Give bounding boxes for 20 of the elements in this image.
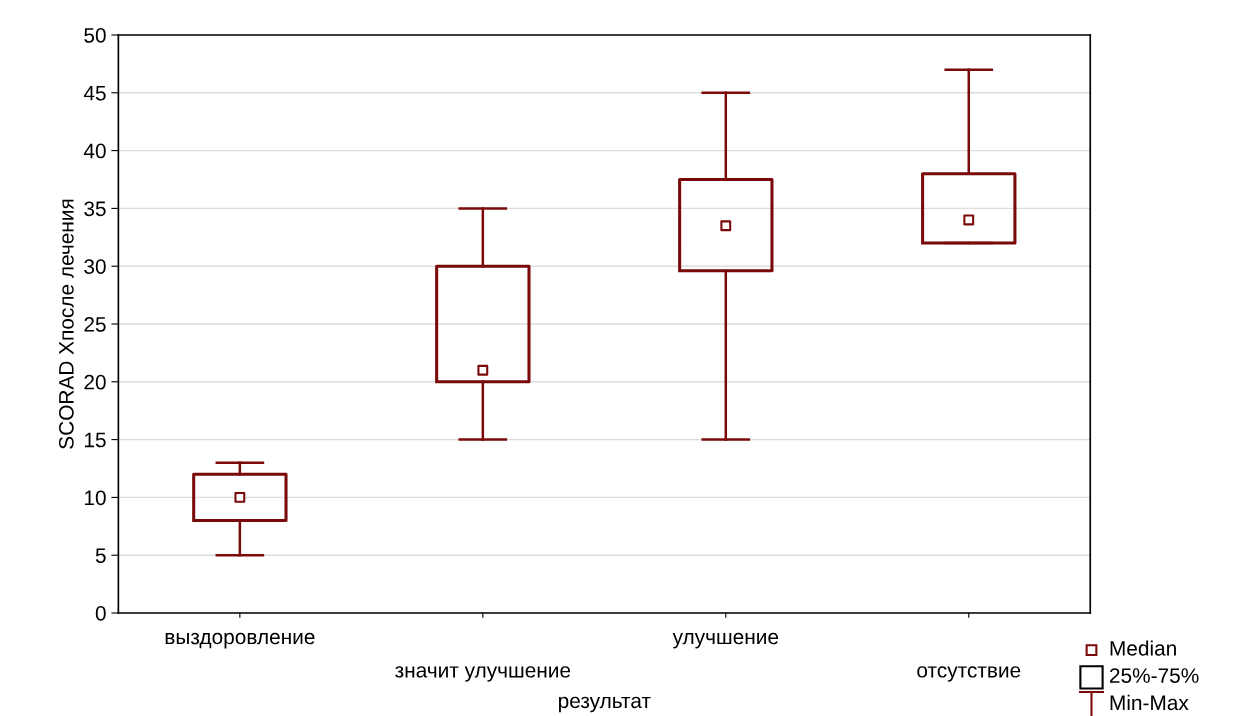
y-tick-label: 5 — [95, 548, 106, 563]
x-tick-label: выздоровление — [165, 632, 315, 649]
y-tick-label: 30 — [84, 259, 106, 274]
y-tick-label: 10 — [84, 490, 106, 506]
y-tick-label: 45 — [83, 86, 106, 101]
y-tick-label: 0 — [95, 606, 106, 621]
text: Min-Max — [1110, 694, 1189, 711]
text: Median — [1110, 640, 1176, 656]
y-tick-label: 20 — [84, 374, 106, 390]
x-tick-label: отсутствие — [917, 666, 1021, 682]
y-tick-label: 15 — [84, 432, 106, 448]
x-tick-label: улучшение — [672, 632, 779, 649]
y-tick-label: 35 — [84, 201, 106, 217]
y-axis-title: SCORAD Xпосле лечения — [58, 199, 74, 449]
text: 25%-75% — [1109, 668, 1199, 683]
x-tick-label: значит улучшение — [395, 666, 571, 682]
x-axis-title: результат — [558, 696, 651, 713]
y-tick-label: 50 — [84, 28, 106, 43]
y-tick-label: 25 — [84, 317, 106, 332]
y-tick-label: 40 — [83, 143, 106, 159]
